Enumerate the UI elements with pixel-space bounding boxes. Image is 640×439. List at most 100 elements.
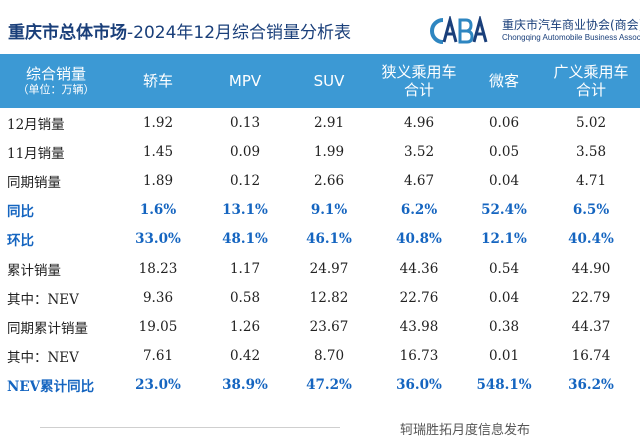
column-header-line1: 微客 [488,72,519,90]
table-cell: 6.5% [572,202,610,219]
table-cell: 48.1% [222,231,268,248]
table-cell: 1.89 [142,172,174,189]
header-label: 综合销量 （单位：万辆） [0,54,112,108]
table-cell: 7.61 [142,348,174,365]
table-cell: 3.52 [403,143,435,160]
table-cell: 23.67 [309,318,349,335]
table-cell: 2.66 [313,172,345,189]
logo-name-en: Chongqing Automobile Business Associatio… [502,33,640,42]
table-cell: 38.9% [222,377,268,394]
column-header-line1: 广义乘用车 [553,63,629,81]
table-row: 其中：NEV 9.36 0.58 12.82 22.76 0.04 22.79 [0,283,640,312]
table-cell: 4.71 [575,172,607,189]
column-header: 微客 [466,54,542,108]
page-title: 重庆市总体市场-2024年12月综合销量分析表 [8,18,351,43]
row-label: 累计销量 [7,262,61,279]
table-cell: 22.76 [399,289,439,306]
table-cell: 9.36 [142,289,174,306]
column-header-line1: 轿车 [142,72,173,90]
column-header: SUV [286,54,372,108]
table-cell: 2.91 [313,114,345,131]
table-cell: 16.74 [571,348,611,365]
table-row: 同期销量 1.89 0.12 2.66 4.67 0.04 4.71 [0,166,640,195]
sales-table: 综合销量 （单位：万辆） 轿车 MPV SUV 狭义乘用车 合计 微客 广义乘用车… [0,54,640,400]
table-row-highlight: NEV累计同比 23.0% 38.9% 47.2% 36.0% 548.1% 3… [0,371,640,400]
table-row: 11月销量 1.45 0.09 1.99 3.52 0.05 3.58 [0,137,640,166]
table-cell: 0.04 [488,172,520,189]
table-cell: 46.1% [306,231,352,248]
table-cell: 1.6% [139,202,177,219]
column-header-line2: 合计 [575,81,606,99]
table-cell: 44.37 [571,318,611,335]
table-cell: 0.13 [229,114,261,131]
table-cell: 40.4% [568,231,614,248]
table-cell: 19.05 [138,318,178,335]
table-row: 累计销量 18.23 1.17 24.97 44.36 0.54 44.90 [0,254,640,283]
row-label: 其中：NEV [7,350,79,367]
row-label: 同期销量 [7,174,61,191]
logo-name-cn: 重庆市汽车商业协会(商会) [502,18,640,32]
table-cell: 0.54 [488,260,520,277]
column-header: 狭义乘用车 合计 [372,54,466,108]
caba-logo-mark [430,14,498,48]
table-cell: 12.1% [481,231,527,248]
table-cell: 1.45 [142,143,174,160]
table-cell: 548.1% [476,377,532,394]
column-header: 广义乘用车 合计 [542,54,640,108]
table-cell: 47.2% [306,377,352,394]
row-label: NEV累计同比 [7,379,95,396]
table-cell: 0.06 [488,114,520,131]
title-rest: -2024年12月综合销量分析表 [127,23,352,43]
column-header-line1: SUV [313,72,345,90]
column-header: 轿车 [112,54,204,108]
table-cell: 24.97 [309,260,349,277]
table-cell: 5.02 [575,114,607,131]
table-cell: 0.12 [229,172,261,189]
table-cell: 0.42 [229,348,261,365]
row-label: 环比 [7,233,34,250]
page-header: 重庆市总体市场-2024年12月综合销量分析表 重庆市汽车商业协会(商会) Ch… [0,0,640,54]
header-unit: （单位：万辆） [17,83,95,96]
table-cell: 22.79 [571,289,611,306]
table-cell: 13.1% [222,202,268,219]
table-cell: 44.36 [399,260,439,277]
table-cell: 9.1% [310,202,348,219]
table-cell: 36.2% [568,377,614,394]
table-cell: 4.96 [403,114,435,131]
table-cell: 44.90 [571,260,611,277]
table-cell: 0.01 [488,348,520,365]
header-label-main: 综合销量 [25,65,86,83]
table-cell: 0.05 [488,143,520,160]
table-cell: 16.73 [399,348,439,365]
table-cell: 1.99 [313,143,345,160]
row-label: 11月销量 [7,145,65,162]
table-cell: 12.82 [309,289,349,306]
table-cell: 1.26 [229,318,261,335]
row-label: 12月销量 [7,116,65,133]
column-header-line1: 狭义乘用车 [381,63,457,81]
table-cell: 0.09 [229,143,261,160]
table-cell: 23.0% [135,377,181,394]
table-cell: 3.58 [575,143,607,160]
caba-logo-graphic [430,16,488,44]
row-label: 同比 [7,204,34,221]
table-cell: 8.70 [313,348,345,365]
table-cell: 0.58 [229,289,261,306]
page-footer: 轲瑞胜拓月度信息发布 [0,416,640,439]
caba-logo: 重庆市汽车商业协会(商会) Chongqing Automobile Busin… [430,14,640,48]
table-cell: 6.2% [400,202,438,219]
table-cell: 40.8% [396,231,442,248]
title-bold-part: 重庆市总体市场 [8,23,127,43]
table-cell: 0.38 [488,318,520,335]
table-row: 12月销量 1.92 0.13 2.91 4.96 0.06 5.02 [0,108,640,137]
table-cell: 52.4% [481,202,527,219]
footer-divider [40,427,340,428]
table-row-highlight: 同比 1.6% 13.1% 9.1% 6.2% 52.4% 6.5% [0,196,640,225]
table-cell: 4.67 [403,172,435,189]
table-cell: 1.17 [229,260,261,277]
table-cell: 18.23 [138,260,178,277]
table-cell: 1.92 [142,114,174,131]
footer-source: 轲瑞胜拓月度信息发布 [399,423,530,438]
row-label: 其中：NEV [7,291,79,308]
table-row: 同期累计销量 19.05 1.26 23.67 43.98 0.38 44.37 [0,312,640,341]
